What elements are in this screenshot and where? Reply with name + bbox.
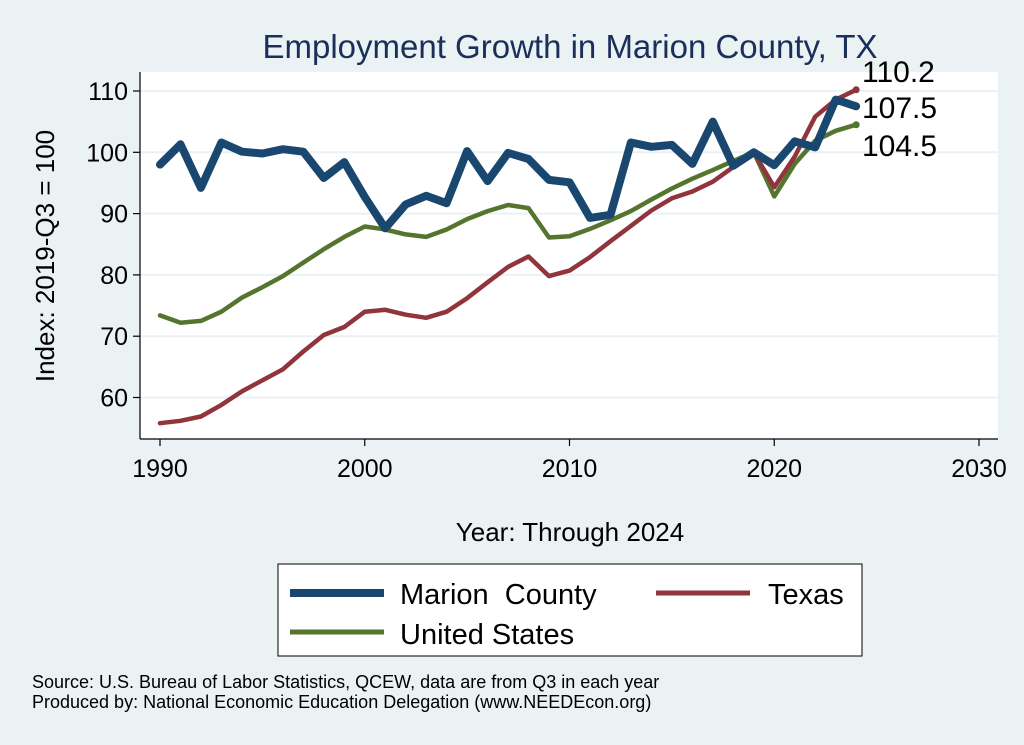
x-ticks: 1990 2000 2010 2020 2030 — [132, 439, 1007, 483]
produced-by-note: Produced by: National Economic Education… — [32, 692, 651, 712]
legend-item-united-states: United States — [290, 619, 574, 651]
legend-box — [277, 563, 863, 657]
x-axis-label: Year: Through 2024 — [456, 517, 684, 547]
series-endpoint-marion-county — [852, 102, 860, 110]
legend-item-texas: Texas — [656, 579, 844, 611]
series-lines — [156, 86, 861, 426]
y-tick-label-110: 110 — [88, 78, 128, 106]
series-endpoint-texas — [852, 86, 860, 94]
x-tick-label-2000: 2000 — [337, 455, 393, 483]
source-note: Source: U.S. Bureau of Labor Statistics,… — [32, 672, 659, 692]
series-endpoint-united-states — [852, 121, 860, 129]
y-tick-label-60: 60 — [100, 385, 128, 413]
legend-label-united-states: United States — [400, 619, 574, 651]
x-tick-label-1990: 1990 — [132, 455, 188, 483]
end-label-marion-county: 107.5 — [862, 92, 937, 125]
plot-area — [140, 72, 998, 439]
legend-item-marion-county: Marion County — [290, 579, 597, 611]
legend-label-texas: Texas — [768, 579, 844, 611]
legend: Marion County Texas United States — [277, 563, 863, 657]
y-tick-label-80: 80 — [100, 262, 128, 290]
legend-label-marion-county: Marion County — [400, 579, 597, 611]
x-tick-label-2010: 2010 — [542, 455, 598, 483]
series-line-marion-county — [156, 95, 861, 233]
y-axis-label: Index: 2019-Q3 = 100 — [30, 130, 60, 382]
y-tick-label-90: 90 — [100, 201, 128, 229]
x-tick-label-2020: 2020 — [746, 455, 802, 483]
x-tick-label-2030: 2030 — [951, 455, 1007, 483]
chart-title: Employment Growth in Marion County, TX — [262, 28, 877, 65]
end-label-texas: 110.2 — [862, 56, 935, 89]
y-tick-label-70: 70 — [100, 323, 128, 351]
y-ticks: 60 70 80 90 100 110 — [86, 78, 140, 413]
y-tick-label-100: 100 — [86, 139, 128, 167]
end-label-united-states: 104.5 — [862, 130, 937, 163]
